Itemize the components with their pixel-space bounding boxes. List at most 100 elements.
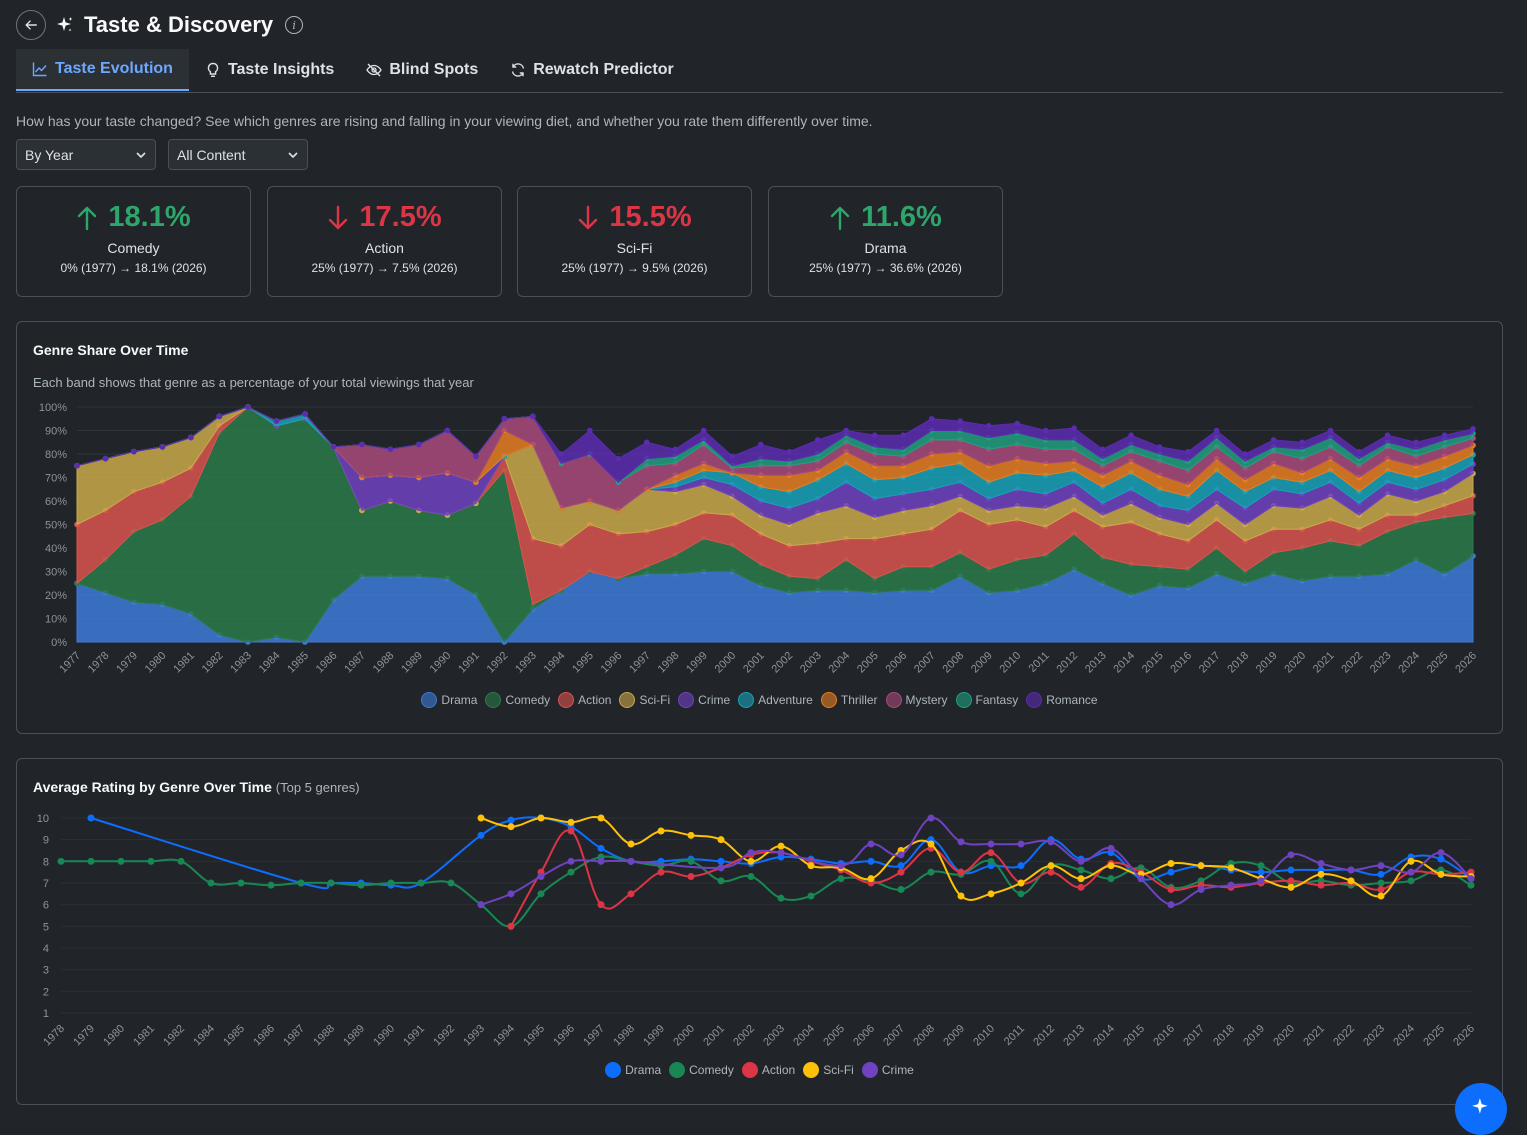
y-tick-label: 7 — [43, 878, 49, 890]
share-legend-romance[interactable]: Romance — [1026, 692, 1098, 708]
y-tick-label: 6 — [43, 900, 49, 912]
back-button[interactable] — [16, 10, 46, 40]
page-description: How has your taste changed? See which ge… — [16, 113, 873, 129]
data-point — [1377, 870, 1385, 878]
data-point — [687, 831, 695, 839]
data-point — [843, 427, 850, 434]
data-point — [927, 868, 935, 876]
arrow-down-icon — [329, 205, 348, 229]
x-tick-label: 2019 — [1254, 650, 1280, 676]
data-point — [657, 868, 665, 876]
x-tick-label: 1995 — [570, 650, 596, 676]
data-point — [957, 838, 965, 846]
data-point — [477, 814, 485, 822]
tab-rewatch-predictor[interactable]: Rewatch Predictor — [494, 49, 689, 91]
data-point — [1377, 862, 1385, 870]
data-point — [897, 868, 905, 876]
stat-card-action: 17.5% Action 25% (1977) → 7.5% (2026) — [267, 186, 502, 297]
x-tick-label: 1979 — [71, 1023, 97, 1049]
y-tick-label: 10 — [37, 813, 49, 825]
data-point — [1356, 448, 1362, 455]
data-point — [1107, 844, 1115, 852]
stat-card-drama: 11.6% Drama 25% (1977) → 36.6% (2026) — [768, 186, 1003, 297]
info-icon[interactable]: i — [285, 16, 304, 34]
data-point — [87, 857, 95, 865]
data-point — [1287, 883, 1295, 891]
data-point — [717, 864, 725, 872]
rating-legend: Drama Comedy Action Sci-Fi Crime — [17, 1062, 1502, 1078]
data-point — [1287, 866, 1295, 874]
period-select[interactable]: By Year — [16, 139, 156, 170]
data-point — [417, 879, 425, 887]
genre-share-title: Genre Share Over Time — [33, 342, 189, 358]
x-tick-label: 2013 — [1061, 1023, 1087, 1049]
tab-label: Blind Spots — [389, 61, 479, 78]
x-tick-label: 2002 — [731, 1023, 757, 1049]
legend-label: Fantasy — [975, 693, 1019, 707]
x-tick-label: 2006 — [851, 1023, 877, 1049]
data-point — [1185, 448, 1191, 455]
stat-card-comedy: 18.1% Comedy 0% (1977) → 18.1% (2026) — [16, 186, 251, 297]
data-point — [871, 432, 878, 438]
x-tick-label: 2006 — [884, 650, 910, 676]
data-point — [837, 862, 845, 870]
stat-value-text: 15.5% — [609, 201, 692, 233]
rating-legend-drama[interactable]: Drama — [605, 1062, 661, 1078]
x-tick-label: 2011 — [1027, 650, 1052, 675]
legend-label: Adventure — [758, 693, 813, 707]
x-tick-label: 2005 — [821, 1023, 847, 1049]
x-tick-label: 2016 — [1168, 650, 1194, 676]
share-legend-crime[interactable]: Crime — [678, 692, 730, 708]
data-point — [1317, 881, 1325, 889]
data-point — [537, 890, 545, 898]
data-point — [1167, 860, 1175, 867]
data-point — [1327, 427, 1334, 434]
rating-legend-crime[interactable]: Crime — [861, 1062, 914, 1078]
share-legend-fantasy[interactable]: Fantasy — [955, 692, 1019, 708]
stat-detail: 25% (1977) → 7.5% (2026) — [311, 261, 458, 275]
share-legend-thriller[interactable]: Thriller — [820, 692, 878, 708]
y-tick-label: 60% — [45, 496, 67, 508]
x-tick-label: 2009 — [941, 1023, 967, 1049]
x-tick-label: 1980 — [143, 650, 169, 676]
data-point — [1017, 890, 1025, 898]
floating-action-button[interactable] — [1455, 1083, 1507, 1135]
share-legend-drama[interactable]: Drama — [421, 692, 477, 708]
data-point — [1227, 881, 1235, 889]
y-tick-label: 20% — [45, 590, 67, 602]
stat-value: 11.6% — [769, 201, 1002, 234]
rating-legend-comedy[interactable]: Comedy — [669, 1062, 734, 1078]
share-legend-action[interactable]: Action — [558, 692, 611, 708]
data-point — [837, 875, 845, 883]
tab-taste-insights[interactable]: Taste Insights — [189, 49, 350, 91]
data-point — [1317, 870, 1325, 878]
x-tick-label: 1985 — [285, 650, 311, 676]
share-legend-adventure[interactable]: Adventure — [738, 692, 813, 708]
tab-blind-spots[interactable]: Blind Spots — [350, 49, 494, 91]
x-tick-label: 1995 — [521, 1023, 547, 1049]
data-point — [507, 823, 515, 831]
share-legend-comedy[interactable]: Comedy — [485, 692, 550, 708]
rating-legend-action[interactable]: Action — [741, 1062, 795, 1078]
share-legend-mystery[interactable]: Mystery — [885, 692, 948, 708]
x-tick-label: 2024 — [1391, 1023, 1417, 1049]
arrow-left-icon — [25, 20, 37, 30]
content-select[interactable]: All Content — [168, 139, 308, 170]
data-point — [245, 404, 251, 410]
share-legend-sci-fi[interactable]: Sci-Fi — [619, 692, 670, 708]
y-tick-label: 50% — [45, 520, 67, 532]
data-point — [387, 446, 394, 453]
data-point — [1470, 426, 1476, 432]
rating-legend-sci-fi[interactable]: Sci-Fi — [803, 1062, 854, 1078]
data-point — [147, 857, 155, 865]
x-tick-label: 1981 — [171, 650, 197, 676]
data-point — [1287, 851, 1295, 859]
x-tick-label: 2014 — [1091, 1023, 1117, 1049]
y-tick-label: 80% — [45, 449, 67, 461]
points-romance — [74, 404, 1476, 469]
x-tick-label: 2001 — [741, 650, 767, 676]
tab-taste-evolution[interactable]: Taste Evolution — [16, 49, 189, 91]
y-tick-label: 30% — [45, 567, 67, 579]
x-tick-label: 2020 — [1271, 1023, 1297, 1049]
legend-label: Drama — [441, 693, 478, 707]
